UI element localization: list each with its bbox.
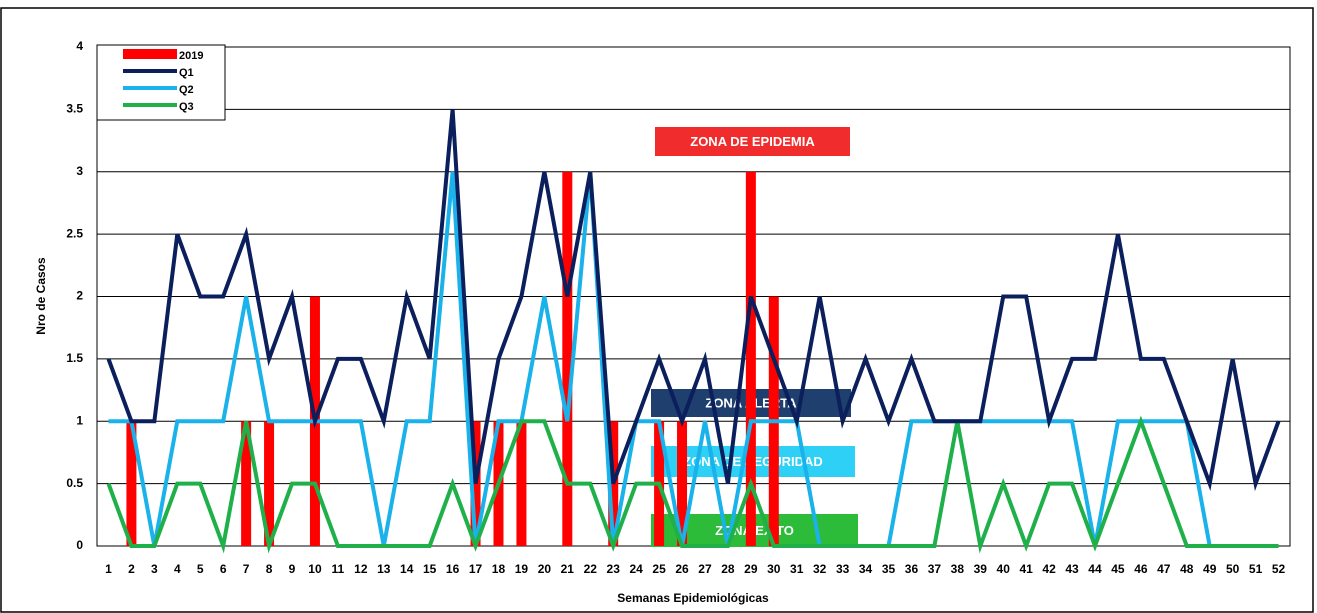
x-tick-label: 36 [905, 562, 919, 576]
x-tick-label: 10 [308, 562, 322, 576]
y-tick-label: 0.5 [66, 476, 83, 490]
x-tick-label: 11 [332, 562, 345, 576]
x-tick-label: 45 [1111, 562, 1125, 576]
bar [677, 421, 688, 546]
x-tick-label: 9 [289, 562, 296, 576]
x-tick-label: 37 [928, 562, 942, 576]
x-tick-label: 3 [151, 562, 158, 576]
x-tick-label: 42 [1042, 562, 1056, 576]
x-tick-label: 39 [974, 562, 988, 576]
bar [516, 421, 527, 546]
line-series [106, 415, 1279, 554]
x-tick-label: 48 [1180, 562, 1194, 576]
legend-label: Q1 [179, 67, 194, 79]
x-tick-label: 25 [652, 562, 666, 576]
x-tick-label: 14 [400, 562, 414, 576]
x-tick-label: 47 [1157, 562, 1171, 576]
x-tick-label: 29 [744, 562, 758, 576]
x-tick-label: 18 [492, 562, 506, 576]
x-tick-label: 13 [377, 562, 391, 576]
x-tick-label: 23 [607, 562, 621, 576]
bar [264, 421, 275, 546]
line-series [106, 109, 1281, 492]
x-tick-label: 33 [836, 562, 850, 576]
zone-label: ZONA DE EPIDEMIA [690, 134, 815, 149]
x-tick-label: 30 [767, 562, 781, 576]
x-tick-label: 31 [790, 562, 804, 576]
legend-label: 2019 [179, 50, 203, 62]
x-tick-label: 5 [197, 562, 204, 576]
x-tick-label: 24 [629, 562, 643, 576]
x-tick-label: 28 [721, 562, 735, 576]
x-tick-label: 8 [266, 562, 273, 576]
x-tick-label: 26 [675, 562, 689, 576]
y-tick-label: 2 [76, 289, 83, 303]
x-tick-label: 17 [469, 562, 483, 576]
x-tick-label: 2 [128, 562, 135, 576]
y-axis-label: Nro de Casos [34, 257, 48, 335]
y-tick-label: 3.5 [66, 102, 83, 116]
x-tick-label: 51 [1249, 562, 1263, 576]
x-tick-label: 7 [243, 562, 250, 576]
x-tick-label: 20 [538, 562, 552, 576]
y-tick-label: 2.5 [66, 226, 83, 240]
x-tick-label: 49 [1203, 562, 1217, 576]
bar [126, 421, 137, 546]
x-tick-label: 41 [1019, 562, 1033, 576]
x-tick-label: 34 [859, 562, 873, 576]
x-tick-label: 38 [951, 562, 965, 576]
legend-label: Q3 [179, 101, 194, 113]
bar [745, 171, 756, 546]
x-tick-label: 50 [1226, 562, 1240, 576]
x-tick-label: 40 [997, 562, 1011, 576]
legend-label: Q2 [179, 84, 194, 96]
x-tick-label: 19 [515, 562, 529, 576]
y-tick-label: 4 [76, 39, 83, 53]
y-tick-label: 3 [76, 164, 83, 178]
x-tick-label: 52 [1272, 562, 1286, 576]
line-series [108, 171, 1279, 548]
y-tick-label: 0 [76, 538, 83, 552]
x-tick-label: 21 [561, 562, 575, 576]
x-tick-label: 1 [105, 562, 112, 576]
x-tick-label: 12 [354, 562, 368, 576]
x-tick-label: 27 [698, 562, 712, 576]
zone-box [655, 127, 850, 156]
y-tick-label: 1 [76, 413, 83, 427]
x-tick-label: 16 [446, 562, 460, 576]
x-tick-label: 43 [1065, 562, 1079, 576]
legend-swatch [123, 49, 177, 59]
x-tick-label: 4 [174, 562, 181, 576]
bar [241, 421, 252, 546]
x-tick-label: 15 [423, 562, 437, 576]
x-axis-label: Semanas Epidemiológicas [617, 591, 769, 605]
x-tick-label: 46 [1134, 562, 1148, 576]
bar [562, 171, 573, 546]
x-tick-label: 6 [220, 562, 227, 576]
x-tick-label: 35 [882, 562, 896, 576]
x-tick-label: 44 [1088, 562, 1102, 576]
y-tick-label: 1.5 [66, 351, 83, 365]
x-tick-label: 32 [813, 562, 827, 576]
x-tick-label: 22 [584, 562, 598, 576]
